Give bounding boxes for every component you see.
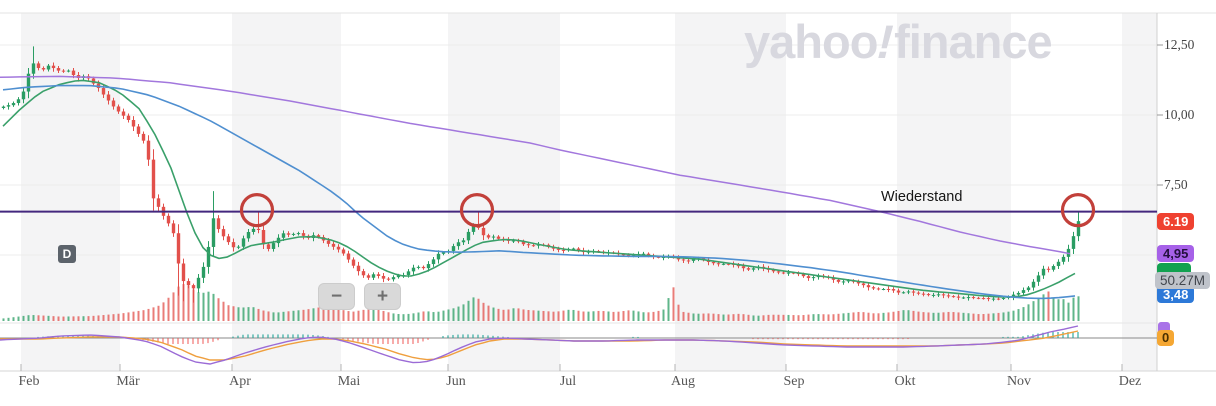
ma20-line	[2, 79, 1076, 298]
y-axis-tick-label: 12,50	[1164, 37, 1195, 52]
x-axis-month-label: Dez	[1118, 374, 1142, 389]
macd-layer	[0, 325, 1157, 365]
ma50-value-badge: 3,48	[1157, 286, 1195, 303]
ma200-value-badge: 4,95	[1157, 245, 1195, 262]
ma200-line	[0, 75, 1071, 255]
volume-value-badge: 50.27M	[1155, 272, 1211, 289]
zoom-controls: − +	[318, 283, 401, 310]
last-price-badge: 6.19	[1157, 213, 1195, 230]
x-axis-month-label: Nov	[1006, 374, 1032, 389]
zoom-in-button[interactable]: +	[364, 283, 401, 310]
x-axis-month-label: Jun	[446, 374, 466, 389]
ma50-line	[2, 84, 1076, 300]
x-axis-month-label: Sep	[783, 374, 805, 389]
macd-main-line	[0, 325, 1079, 365]
yahoo-finance-watermark: yahoo!finance	[744, 15, 1053, 68]
y-axis-tick-label: 10,00	[1164, 107, 1195, 122]
interval-badge: D	[58, 245, 76, 263]
zoom-out-button[interactable]: −	[318, 283, 355, 310]
x-axis-month-label: Feb	[18, 374, 40, 389]
x-axis-month-label: Okt	[894, 374, 916, 389]
x-axis-month-label: Mär	[116, 374, 140, 389]
month-bands	[21, 13, 1157, 371]
highlight-circle	[239, 193, 275, 228]
x-axis-month-label: Mai	[337, 374, 361, 389]
highlight-circle	[459, 193, 495, 228]
x-axis-month-label: Apr	[229, 374, 251, 389]
macd-zero-badge: 0	[1157, 330, 1175, 346]
volume-layer	[2, 284, 1080, 321]
x-axis-month-label: Jul	[559, 374, 577, 389]
y-axis-tick-label: 7,50	[1164, 177, 1188, 192]
resistance-annotation: Wiederstand	[881, 189, 963, 205]
highlight-circle	[1060, 193, 1096, 228]
x-axis-month-label: Aug	[670, 374, 696, 389]
